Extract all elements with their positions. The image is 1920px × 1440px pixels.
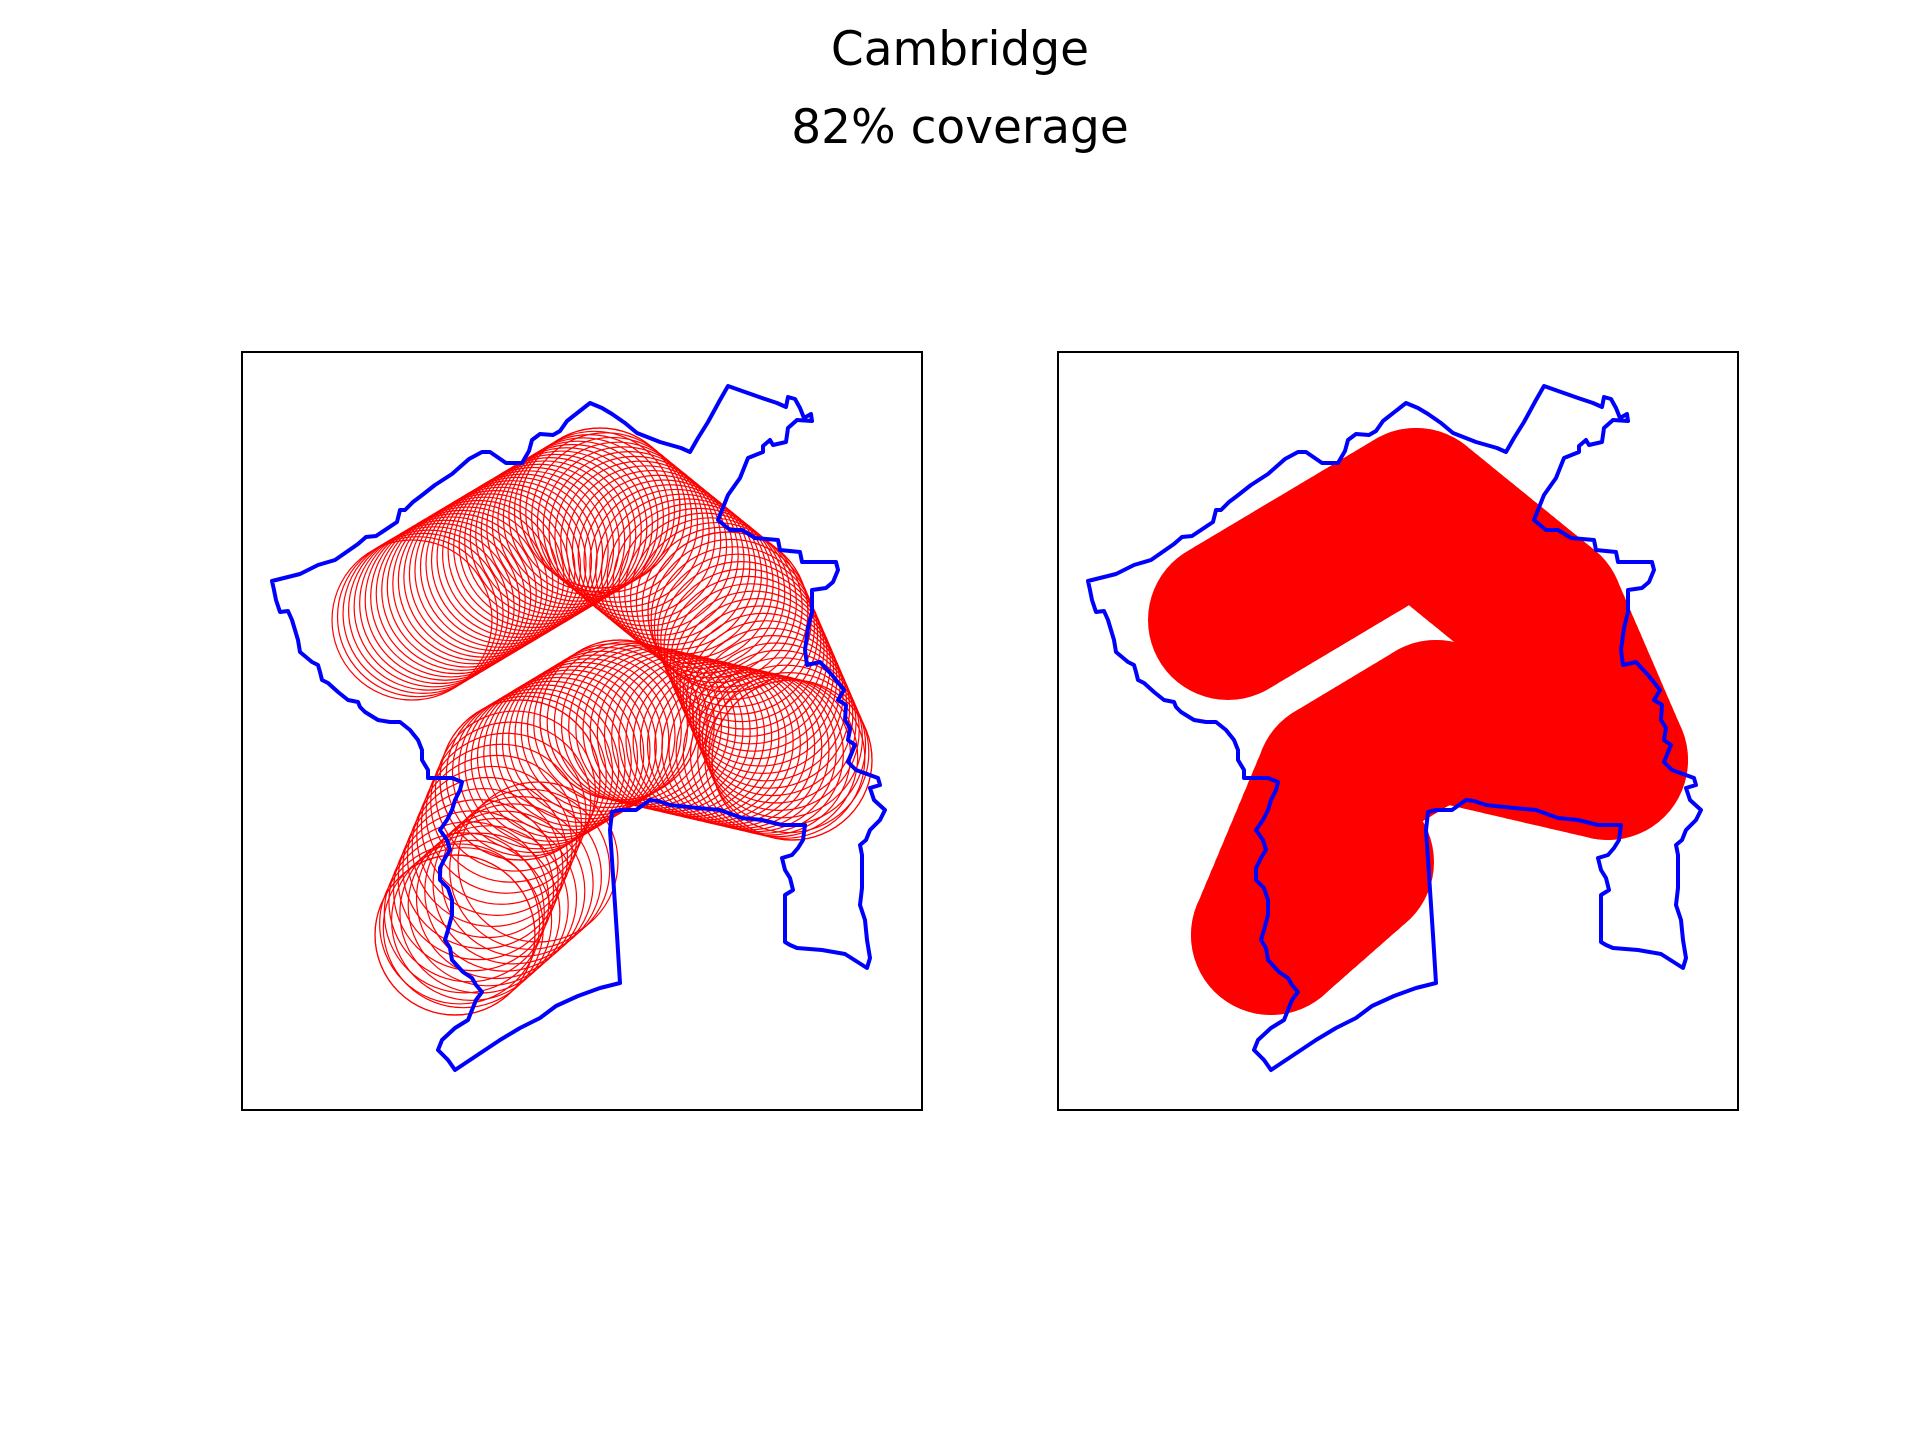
chart-title: Cambridge [830, 22, 1090, 77]
coverage-circle [408, 493, 571, 655]
panel-circle-fill [1057, 351, 1739, 1111]
coverage-circle [560, 460, 722, 622]
coverage-circle [514, 654, 676, 816]
coverage-circle [392, 810, 555, 972]
coverage-circle [470, 680, 632, 842]
coverage-circle [402, 787, 564, 950]
coverage-circle [520, 650, 682, 812]
coverage-circle [458, 463, 620, 625]
coverage-circle [525, 432, 687, 594]
coverage-circle [359, 522, 521, 685]
coverage-circle [565, 465, 728, 627]
coverage-circle [397, 499, 559, 662]
coverage-circle [491, 443, 653, 606]
axes-frame [1057, 351, 1739, 1111]
coverage-circle [656, 553, 819, 715]
coverage-circle [386, 506, 548, 668]
coverage-circle [447, 470, 609, 632]
coverage-circle [501, 661, 664, 824]
panel-circle-outlines [241, 351, 923, 1111]
coverage-circle [374, 854, 536, 1016]
coverage-circle [449, 788, 611, 950]
coverage-circle [480, 450, 642, 612]
coverage-circle [424, 810, 586, 972]
coverage-circle [364, 519, 526, 681]
coverage-circle [375, 513, 537, 675]
coverage-circle [475, 453, 637, 615]
coverage-circle [560, 644, 723, 806]
coverage-circle [441, 473, 604, 635]
coverage-circle [370, 516, 532, 678]
axes-frame [241, 351, 923, 1111]
coverage-circle [548, 451, 710, 613]
coverage-circle [618, 507, 780, 669]
coverage-circle [464, 684, 626, 846]
coverage-circle [533, 643, 695, 805]
coverage-circle [469, 457, 631, 619]
coverage-circle [536, 441, 699, 603]
coverage-circle [497, 440, 659, 602]
coverage-circle [539, 639, 701, 801]
coverage-circle [660, 560, 822, 723]
coverage-circle [425, 483, 587, 645]
coverage-union [1148, 428, 1688, 1015]
coverage-circle [415, 817, 578, 980]
coverage-circle [458, 688, 620, 850]
coverage-circle [407, 825, 569, 987]
coverage-circle [434, 710, 596, 872]
coverage-circle [392, 503, 554, 665]
coverage-circle [430, 480, 593, 642]
coverage-disc [1274, 782, 1434, 942]
coverage-circle [531, 436, 693, 599]
coverage-circle [661, 667, 823, 829]
coverage-circle [708, 671, 870, 834]
coverage-circle [419, 486, 582, 648]
coverage-circle [542, 446, 704, 608]
coverage-circle [353, 526, 515, 688]
coverage-circle [526, 646, 689, 809]
coverage-circles [331, 427, 873, 1016]
coverage-circle [432, 803, 594, 965]
coverage-subtitle: 82% coverage [791, 100, 1129, 155]
coverage-circle [440, 795, 603, 958]
coverage-circle [342, 532, 504, 695]
coverage-circle [391, 839, 553, 1002]
coverage-circle [331, 539, 493, 701]
city-boundary [1086, 384, 1703, 1072]
coverage-circle [554, 455, 716, 617]
coverage-circle [381, 509, 543, 671]
coverage-circle [589, 484, 751, 646]
coverage-circle [568, 646, 730, 808]
coverage-circle [411, 765, 573, 928]
coverage-circle [397, 799, 559, 961]
coverage-circle [347, 529, 510, 691]
coverage-circle [336, 536, 499, 698]
coverage-circle [519, 427, 681, 589]
coverage-circle [457, 781, 619, 943]
coverage-circle [374, 854, 536, 1016]
coverage-circle [382, 847, 544, 1009]
coverage-circle [489, 669, 651, 831]
city-boundary [270, 384, 887, 1072]
